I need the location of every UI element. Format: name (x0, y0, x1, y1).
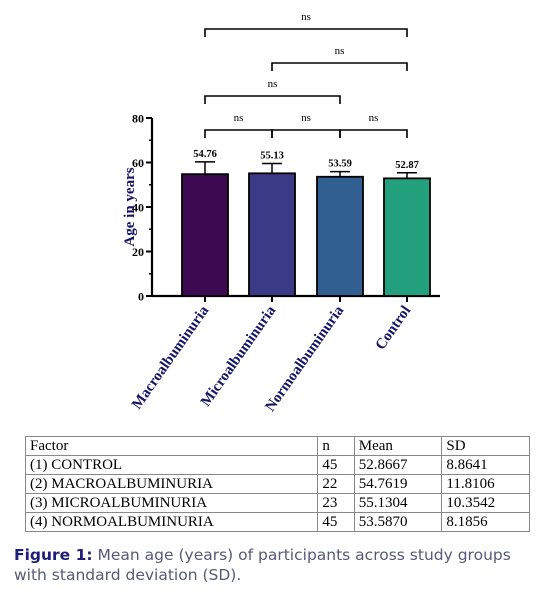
cell-factor: (3) MICROALBUMINURIA (24, 493, 319, 513)
significance-label: ns (234, 112, 244, 124)
bar (248, 172, 296, 297)
y-tick-label: 60 (132, 156, 144, 170)
cell-n: 23 (317, 493, 355, 513)
cell-sd: 11.8106 (441, 474, 530, 494)
bar-chart: 0 20 40 60 80 Age in years 54.76 Macroalbuminur… (122, 11, 440, 415)
significance-label: ns (335, 45, 345, 57)
cell-n: 45 (317, 512, 355, 532)
x-tick-label: Microalbuminuria (198, 303, 280, 410)
cell-sd: 8.8641 (441, 455, 530, 475)
y-tick-label: 40 (132, 201, 144, 215)
significance-bracket (339, 129, 408, 138)
header-factor: Factor (24, 436, 319, 456)
y-axis-title: Age in years (122, 167, 138, 246)
x-tick-label: Control (373, 303, 415, 353)
cell-factor: (2) MACROALBUMINURIA (24, 474, 319, 494)
significance-bracket (204, 129, 273, 138)
y-tick-label: 0 (138, 290, 144, 304)
table-row: (3) MICROALBUMINURIA 23 55.1304 10.3542 (24, 493, 530, 513)
significance-label: ns (301, 112, 311, 124)
header-sd: SD (441, 436, 530, 456)
significance-label: ns (268, 78, 278, 90)
cell-factor: (1) CONTROL (24, 455, 319, 475)
caption-text: Mean age (years) of participants across … (14, 546, 511, 584)
significance-bracket (204, 95, 341, 104)
y-tick-label: 80 (132, 112, 144, 126)
significance-label: ns (369, 112, 379, 124)
cell-n: 45 (317, 455, 355, 475)
data-label: 53.59 (328, 159, 352, 170)
figure-caption: Figure 1: Mean age (years) of participan… (14, 545, 544, 585)
data-label: 54.76 (193, 149, 217, 160)
bar (383, 177, 431, 297)
table-row: (1) CONTROL 45 52.8667 8.8641 (24, 455, 530, 475)
x-tick-label: Normoalbuminuria (262, 303, 347, 415)
cell-sd: 8.1856 (441, 512, 530, 532)
significance-bracket (204, 28, 408, 37)
cell-mean: 54.7619 (353, 474, 443, 494)
caption-label: Figure 1: (14, 546, 93, 564)
data-label: 52.87 (395, 160, 419, 171)
cell-mean: 53.5870 (353, 512, 443, 532)
data-label: 55.13 (260, 151, 284, 162)
y-tick-label: 20 (132, 245, 144, 259)
bar (181, 173, 229, 297)
header-mean: Mean (353, 436, 443, 456)
header-n: n (317, 436, 355, 456)
cell-mean: 52.8667 (353, 455, 443, 475)
cell-sd: 10.3542 (441, 493, 530, 513)
table-header-row: Factor n Mean SD (24, 436, 530, 456)
significance-bracket (271, 129, 341, 138)
cell-factor: (4) NORMOALBUMINURIA (24, 512, 319, 532)
bar (316, 175, 364, 297)
table-row: (2) MACROALBUMINURIA 22 54.7619 11.8106 (24, 474, 530, 494)
cell-n: 22 (317, 474, 355, 494)
significance-bracket (271, 62, 408, 71)
stats-table: Factor n Mean SD (1) CONTROL 45 52.8667 … (24, 436, 530, 532)
cell-mean: 55.1304 (353, 493, 443, 513)
table-row: (4) NORMOALBUMINURIA 45 53.5870 8.1856 (24, 512, 530, 532)
significance-label: ns (301, 11, 311, 23)
